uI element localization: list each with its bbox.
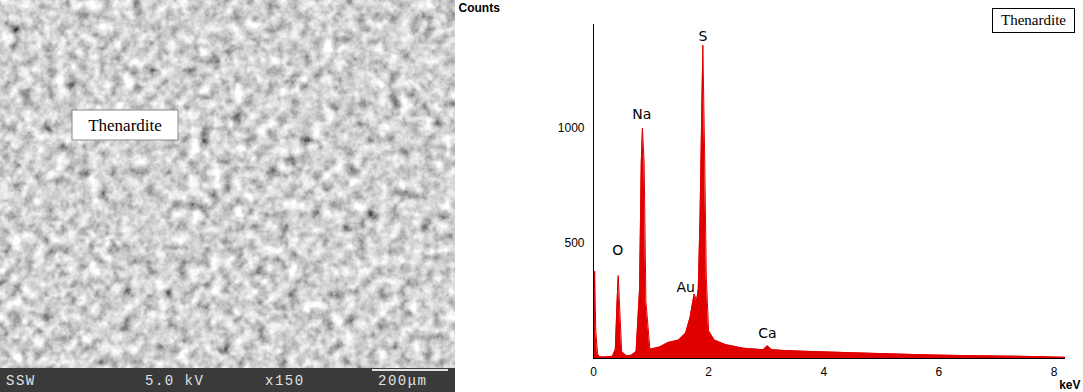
svg-text:200μm: 200μm [378, 373, 428, 389]
svg-text:0: 0 [590, 365, 597, 379]
svg-text:Na: Na [632, 106, 651, 122]
svg-text:Counts: Counts [459, 1, 501, 15]
svg-text:2: 2 [705, 365, 712, 379]
svg-text:5.0 kV: 5.0 kV [145, 373, 204, 389]
svg-text:Ca: Ca [758, 325, 776, 341]
svg-text:8: 8 [1051, 365, 1058, 379]
svg-text:keV: keV [1059, 378, 1080, 392]
svg-text:Thenardite: Thenardite [88, 116, 162, 135]
svg-text:500: 500 [564, 236, 584, 250]
svg-text:x150: x150 [265, 373, 305, 389]
svg-text:6: 6 [936, 365, 943, 379]
svg-text:Au: Au [676, 279, 694, 295]
svg-text:S: S [698, 27, 707, 43]
html-text:Thenardite: Thenardite [1001, 12, 1066, 28]
svg-text:1000: 1000 [558, 121, 585, 135]
svg-text:SSW: SSW [6, 373, 36, 389]
svg-text:O: O [612, 242, 623, 258]
svg-text:4: 4 [820, 365, 827, 379]
